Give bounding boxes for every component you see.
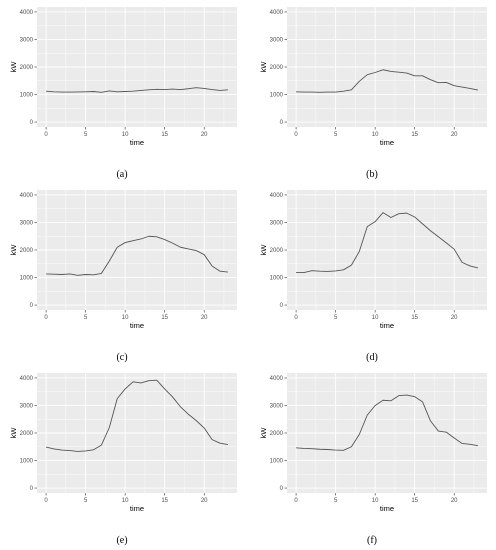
x-tick-label: 0 — [294, 498, 298, 504]
x-tick-label: 5 — [84, 498, 88, 504]
x-axis-title: time — [130, 504, 144, 513]
panel-caption: (d) — [366, 352, 378, 363]
x-tick-label: 5 — [84, 315, 88, 321]
x-axis-title: time — [130, 321, 144, 330]
y-tick-label: 3000 — [20, 403, 34, 409]
y-tick-label: 2000 — [20, 431, 34, 437]
x-tick-label: 5 — [334, 498, 338, 504]
y-tick-label: 3000 — [270, 403, 284, 409]
x-tick-label: 10 — [122, 498, 129, 504]
x-tick-label: 5 — [334, 132, 338, 138]
x-tick-label: 10 — [372, 498, 379, 504]
y-tick-label: 3000 — [270, 220, 284, 226]
y-tick-label: 2000 — [20, 65, 34, 71]
y-axis-title: kW — [259, 61, 268, 73]
x-tick-label: 0 — [294, 315, 298, 321]
panel-caption: (c) — [116, 352, 127, 363]
y-tick-label: 3000 — [20, 220, 34, 226]
x-tick-label: 20 — [201, 315, 208, 321]
x-axis-title: time — [380, 321, 394, 330]
y-tick-label: 0 — [30, 303, 34, 309]
y-tick-label: 1000 — [270, 93, 284, 99]
y-tick-label: 0 — [280, 120, 284, 126]
x-tick-label: 0 — [44, 498, 48, 504]
y-tick-label: 1000 — [270, 459, 284, 465]
x-tick-label: 20 — [451, 498, 458, 504]
series-line — [296, 212, 479, 274]
y-tick-label: 1000 — [270, 276, 284, 282]
panel-caption: (b) — [366, 169, 378, 180]
y-tick-label: 0 — [280, 486, 284, 492]
chart-panel-e: 0 5 10 15 20 0 1000 2000 3000 4000 time kW (e) — [9, 373, 237, 546]
x-tick-label: 20 — [201, 132, 208, 138]
x-tick-label: 0 — [44, 315, 48, 321]
y-tick-label: 4000 — [270, 193, 284, 199]
x-tick-label: 0 — [294, 132, 298, 138]
series-line — [296, 394, 478, 451]
y-axis-title: kW — [9, 244, 18, 256]
y-tick-label: 1000 — [20, 93, 34, 99]
x-tick-label: 10 — [122, 315, 129, 321]
chart-panel-a: 0 5 10 15 20 0 1000 2000 3000 4000 time kW (a) — [9, 7, 237, 180]
x-tick-label: 20 — [451, 132, 458, 138]
y-tick-label: 3000 — [270, 37, 284, 43]
y-tick-label: 0 — [30, 486, 34, 492]
panel-caption: (f) — [367, 535, 377, 546]
x-tick-label: 5 — [84, 132, 88, 138]
y-axis-title: kW — [259, 244, 268, 256]
x-tick-label: 15 — [161, 132, 168, 138]
series-line — [46, 87, 228, 93]
y-tick-label: 2000 — [270, 248, 284, 254]
x-axis-title: time — [380, 504, 394, 513]
y-axis-title: kW — [259, 427, 268, 439]
x-axis-title: time — [380, 138, 394, 147]
x-tick-label: 20 — [201, 498, 208, 504]
series-line — [45, 379, 228, 452]
x-axis-title: time — [130, 138, 144, 147]
y-tick-label: 0 — [280, 303, 284, 309]
y-tick-label: 4000 — [20, 193, 34, 199]
y-tick-label: 1000 — [20, 459, 34, 465]
x-tick-label: 20 — [451, 315, 458, 321]
panel-caption: (a) — [116, 169, 127, 180]
chart-panel-d: 0 5 10 15 20 0 1000 2000 3000 4000 time kW (d) — [259, 190, 487, 363]
y-tick-label: 2000 — [270, 431, 284, 437]
y-axis-title: kW — [9, 427, 18, 439]
y-tick-label: 4000 — [270, 10, 284, 16]
x-tick-label: 15 — [411, 498, 418, 504]
chart-panel-c: 0 5 10 15 20 0 1000 2000 3000 4000 time kW (c) — [9, 190, 237, 363]
y-tick-label: 2000 — [20, 248, 34, 254]
x-tick-label: 10 — [372, 132, 379, 138]
x-tick-label: 15 — [411, 315, 418, 321]
panel-caption: (e) — [116, 535, 127, 546]
chart-panel-b: 0 5 10 15 20 0 1000 2000 3000 4000 time kW (b) — [259, 7, 487, 180]
series-line — [296, 69, 479, 93]
y-axis-title: kW — [9, 61, 18, 73]
x-tick-label: 10 — [122, 132, 129, 138]
x-tick-label: 0 — [44, 132, 48, 138]
y-tick-label: 0 — [30, 120, 34, 126]
y-tick-label: 4000 — [20, 376, 34, 382]
x-tick-label: 15 — [161, 498, 168, 504]
chart-panel-f: 0 5 10 15 20 0 1000 2000 3000 4000 time kW (f) — [259, 373, 487, 546]
y-tick-label: 1000 — [20, 276, 34, 282]
series-line — [46, 235, 228, 276]
x-tick-label: 10 — [372, 315, 379, 321]
y-tick-label: 3000 — [20, 37, 34, 43]
x-tick-label: 15 — [411, 132, 418, 138]
x-tick-label: 15 — [161, 315, 168, 321]
y-tick-label: 4000 — [270, 376, 284, 382]
x-tick-label: 5 — [334, 315, 338, 321]
y-tick-label: 4000 — [20, 10, 34, 16]
y-tick-label: 2000 — [270, 65, 284, 71]
